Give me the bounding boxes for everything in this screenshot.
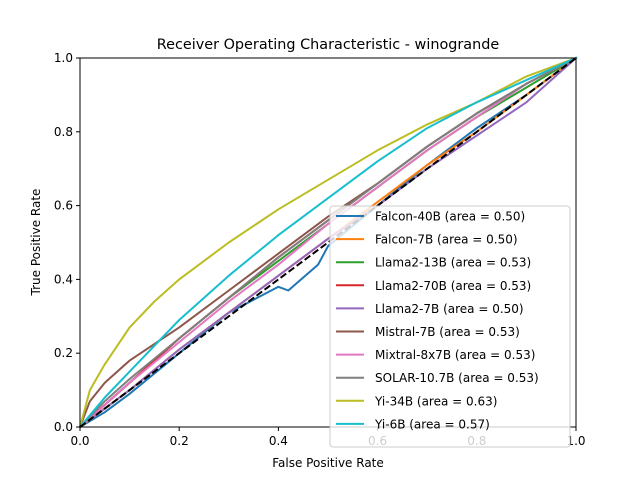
- x-tick-label: 0.0: [70, 434, 89, 448]
- legend-entry-label: Mistral-7B (area = 0.53): [375, 325, 520, 339]
- x-tick-label: 0.2: [170, 434, 189, 448]
- x-axis-label: False Positive Rate: [272, 456, 384, 470]
- legend-entry-label: Mixtral-8x7B (area = 0.53): [375, 348, 535, 362]
- y-tick-label: 0.6: [54, 199, 73, 213]
- chart-title: Receiver Operating Characteristic - wino…: [157, 37, 500, 53]
- legend-entry-label: Llama2-70B (area = 0.53): [375, 279, 531, 293]
- roc-line-7: [78, 56, 578, 429]
- plot-lines: [78, 56, 578, 429]
- legend-entry-label: Falcon-40B (area = 0.50): [375, 210, 525, 224]
- axes-frame: [79, 57, 577, 428]
- chance-diagonal: [79, 57, 577, 428]
- legend-box: [329, 205, 571, 448]
- legend-entry-label: Yi-6B (area = 0.57): [374, 417, 490, 431]
- roc-line-10: [78, 56, 578, 429]
- legend: Falcon-40B (area = 0.50) Falcon-7B (area …: [329, 205, 571, 448]
- legend-entry-label: SOLAR-10.7B (area = 0.53): [375, 371, 539, 385]
- y-tick-label: 0.2: [54, 346, 73, 360]
- legend-entry-label: Llama2-13B (area = 0.53): [375, 256, 531, 270]
- roc-line-8: [78, 56, 578, 429]
- legend-entry-label: Llama2-7B (area = 0.50): [375, 302, 524, 316]
- y-tick-label: 0.8: [54, 125, 73, 139]
- y-axis-label: True Positive Rate: [29, 189, 43, 297]
- y-tick-label: 1.0: [54, 51, 73, 65]
- legend-entry-label: Yi-34B (area = 0.63): [374, 394, 497, 408]
- axes-box: [79, 57, 577, 428]
- y-tick-label: 0.0: [54, 420, 73, 434]
- x-tick-label: 0.4: [269, 434, 288, 448]
- legend-entry-label: Falcon-7B (area = 0.50): [375, 233, 518, 247]
- roc-line-1: [78, 56, 578, 429]
- y-tick-label: 0.4: [54, 272, 73, 286]
- x-tick-label: 1.0: [566, 434, 585, 448]
